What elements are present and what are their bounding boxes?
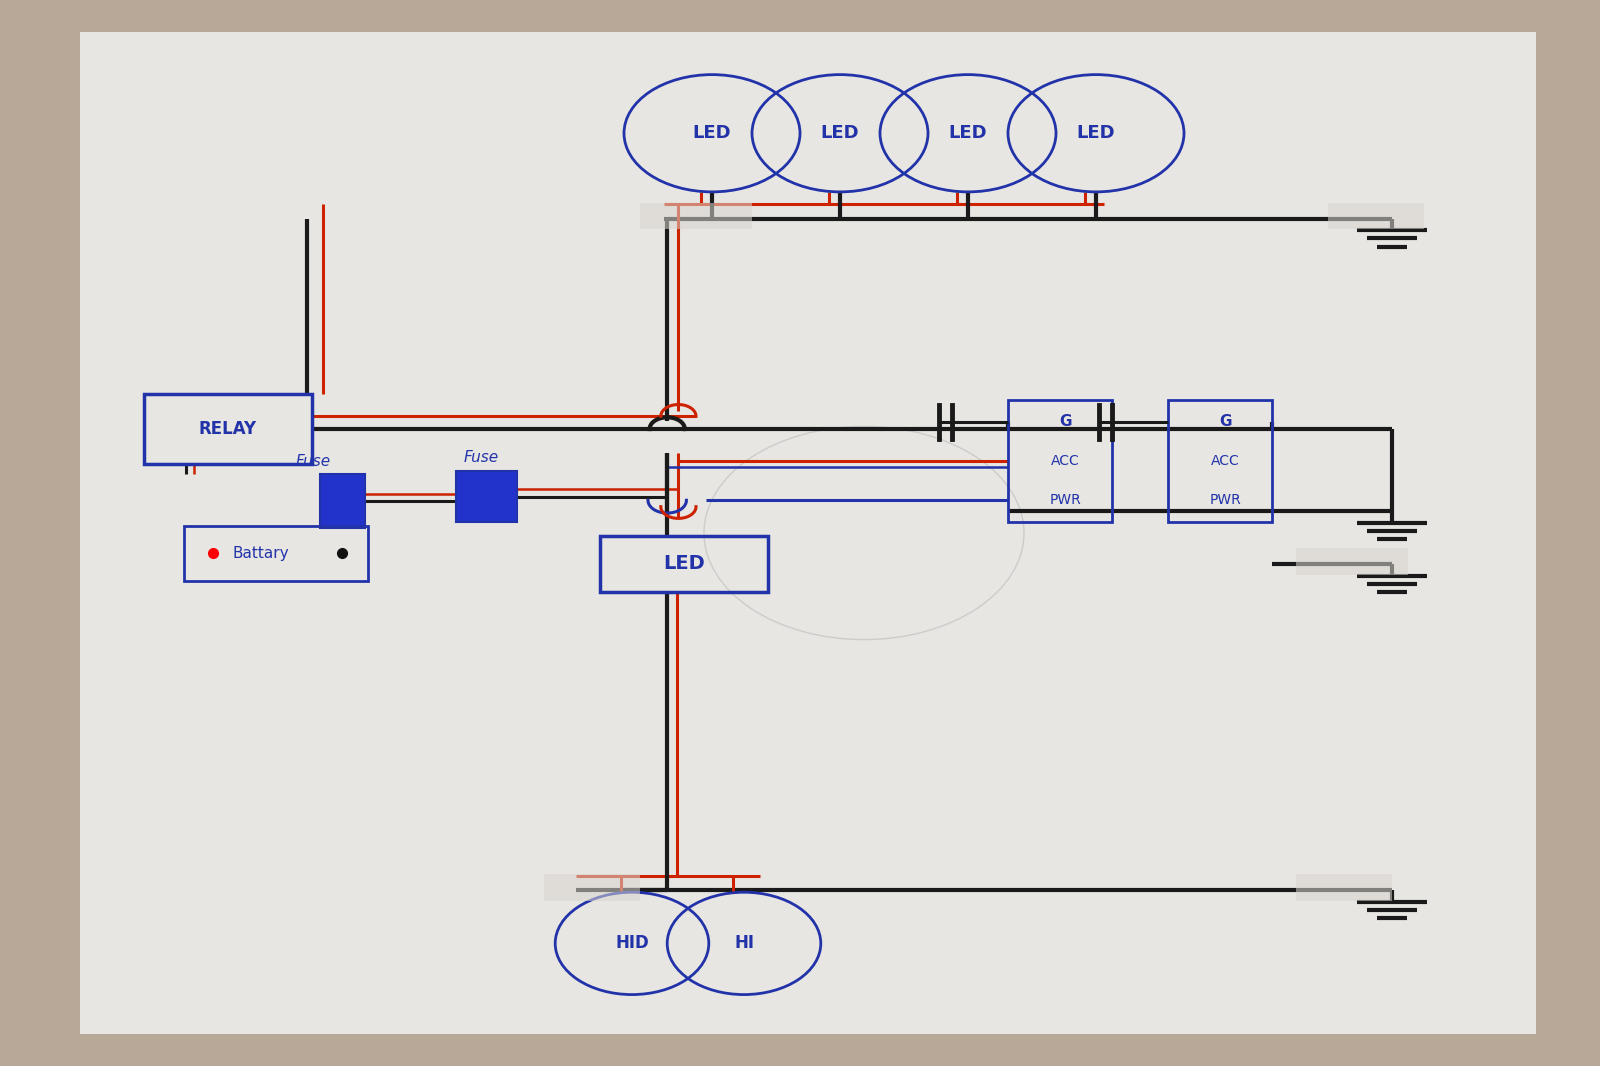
Text: PWR: PWR xyxy=(1210,494,1242,507)
Text: PWR: PWR xyxy=(1050,494,1082,507)
Text: Battary: Battary xyxy=(232,546,288,561)
Text: HID: HID xyxy=(614,935,650,952)
Text: Fuse: Fuse xyxy=(464,450,499,465)
Text: LED: LED xyxy=(821,125,859,142)
Bar xyxy=(184,526,368,581)
Bar xyxy=(320,474,365,528)
Bar xyxy=(1328,203,1424,229)
Text: ACC: ACC xyxy=(1211,454,1240,468)
Text: LED: LED xyxy=(693,125,731,142)
Text: G: G xyxy=(1059,415,1072,430)
Bar xyxy=(640,203,752,229)
Text: Fuse: Fuse xyxy=(296,454,331,469)
Bar xyxy=(1008,400,1112,522)
Bar xyxy=(144,394,312,464)
Bar xyxy=(600,536,768,592)
Bar xyxy=(1296,548,1408,575)
Bar xyxy=(456,471,517,522)
Bar xyxy=(1296,874,1392,901)
Bar xyxy=(1168,400,1272,522)
Bar xyxy=(544,874,640,901)
Text: LED: LED xyxy=(949,125,987,142)
Text: RELAY: RELAY xyxy=(198,420,258,438)
Text: HI: HI xyxy=(734,935,754,952)
FancyBboxPatch shape xyxy=(80,32,1536,1034)
Text: LED: LED xyxy=(1077,125,1115,142)
Text: ACC: ACC xyxy=(1051,454,1080,468)
Text: G: G xyxy=(1219,415,1232,430)
Text: LED: LED xyxy=(662,554,706,574)
